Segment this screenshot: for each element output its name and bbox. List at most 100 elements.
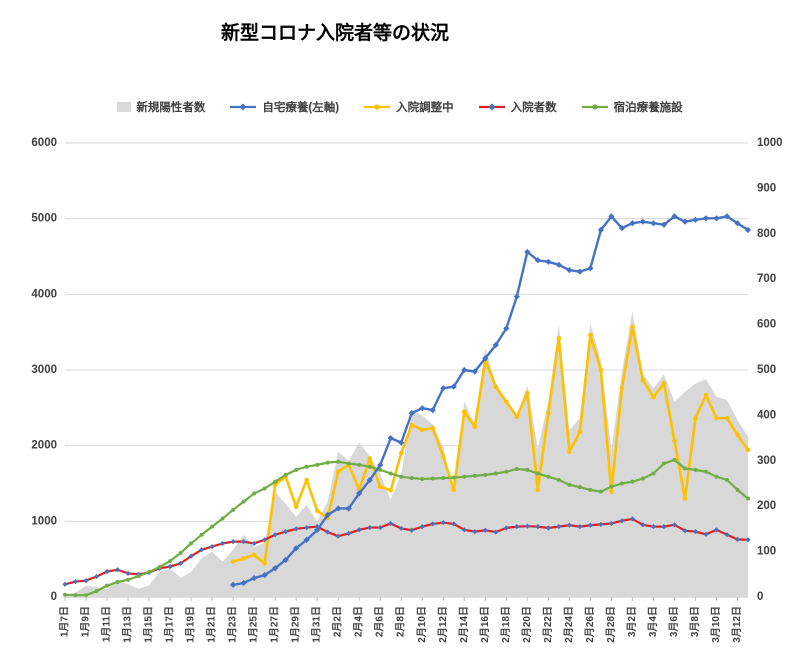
series-marker-hospitalized [493, 529, 499, 535]
series-marker-home-care [282, 556, 289, 564]
series-marker-home-care [419, 405, 426, 412]
series-marker-hospitalized [272, 532, 278, 538]
series-marker-hospitalized [692, 529, 699, 535]
series-marker-lodging-facility [703, 469, 708, 474]
series-marker-hospitalized [283, 529, 289, 535]
legend-label: 入院者数 [510, 102, 557, 114]
series-marker-awaiting-hospitalization [703, 392, 709, 398]
series-marker-hospitalized [461, 527, 467, 533]
series-marker-lodging-facility [546, 474, 551, 479]
series-marker-hospitalized [650, 524, 657, 530]
series-marker-awaiting-hospitalization [367, 456, 373, 461]
series-marker-hospitalized [356, 527, 362, 533]
series-marker-lodging-facility [746, 496, 750, 501]
series-marker-home-care [366, 476, 373, 484]
series-marker-lodging-facility [84, 593, 89, 598]
x-axis-label: 2月12日 [437, 606, 449, 643]
x-axis-label: 1月11日 [101, 606, 113, 642]
series-marker-lodging-facility [504, 469, 509, 474]
x-axis-label: 1月25日 [248, 606, 260, 643]
y-axis-right-label: 100 [757, 546, 776, 558]
x-axis-label: 1月27日 [269, 606, 281, 643]
series-marker-lodging-facility [735, 487, 740, 492]
series-marker-lodging-facility [556, 477, 561, 482]
series-marker-lodging-facility [367, 464, 372, 469]
series-marker-home-care [513, 293, 520, 300]
x-axis-label: 2月16日 [479, 606, 491, 643]
chart-legend: 新規陽性者数 自宅療養(左軸) 入院調整中 入院者数 宿泊療養施設 [0, 99, 800, 115]
series-marker-home-care [398, 439, 405, 446]
series-marker-lodging-facility [199, 532, 204, 537]
x-axis-label: 2月24日 [563, 606, 575, 643]
series-marker-awaiting-hospitalization [682, 496, 688, 501]
series-marker-lodging-facility [136, 574, 141, 579]
series-marker-home-care [408, 410, 415, 417]
series-marker-home-care [587, 265, 594, 272]
series-marker-lodging-facility [210, 524, 215, 529]
series-marker-hospitalized [451, 521, 457, 527]
series-marker-home-care [618, 225, 626, 232]
series-marker-lodging-facility [252, 491, 257, 496]
series-marker-awaiting-hospitalization [251, 552, 257, 558]
legend-item-home-care: 自宅療養(左軸) [229, 99, 339, 115]
series-marker-hospitalized [72, 578, 79, 585]
series-marker-hospitalized [503, 525, 509, 531]
series-marker-lodging-facility [588, 487, 593, 492]
series-marker-lodging-facility [105, 583, 110, 588]
series-marker-home-care [272, 565, 279, 572]
series-marker-lodging-facility [388, 471, 393, 476]
series-marker-home-care [293, 545, 300, 552]
series-marker-awaiting-hospitalization [241, 556, 246, 561]
x-axis-label: 3月6日 [668, 606, 680, 637]
series-marker-awaiting-hospitalization [451, 487, 457, 493]
series-marker-hospitalized [230, 539, 236, 545]
series-marker-home-care [639, 218, 647, 225]
y-axis-right-label: 0 [757, 591, 763, 603]
series-marker-home-care [671, 213, 678, 220]
series-marker-awaiting-hospitalization [293, 504, 299, 509]
series-marker-home-care [524, 248, 531, 256]
series-marker-home-care [429, 407, 436, 414]
x-axis-label: 1月13日 [122, 606, 134, 643]
series-marker-home-care [261, 571, 268, 579]
series-marker-hospitalized [325, 529, 331, 535]
series-marker-lodging-facility [724, 477, 729, 482]
series-marker-lodging-facility [378, 467, 383, 472]
series-marker-lodging-facility [126, 577, 131, 582]
series-marker-lodging-facility [577, 485, 582, 490]
series-marker-lodging-facility [661, 461, 666, 466]
series-marker-hospitalized [304, 524, 310, 531]
series-marker-hospitalized [430, 521, 436, 527]
series-marker-hospitalized [262, 537, 268, 543]
series-marker-home-care [251, 574, 258, 582]
series-marker-hospitalized [619, 518, 625, 524]
series-marker-hospitalized [671, 522, 678, 528]
series-marker-lodging-facility [325, 460, 330, 465]
series-marker-home-care [713, 215, 720, 222]
series-marker-home-care [461, 366, 468, 374]
series-marker-awaiting-hospitalization [630, 324, 635, 330]
series-marker-awaiting-hospitalization [598, 367, 604, 373]
x-axis-label: 2月26日 [584, 606, 596, 643]
series-marker-awaiting-hospitalization [577, 429, 583, 435]
series-marker-lodging-facility [168, 559, 173, 564]
series-marker-hospitalized [661, 524, 667, 530]
series-marker-lodging-facility [672, 457, 677, 462]
series-marker-awaiting-hospitalization [535, 487, 541, 493]
y-axis-left-label: 3000 [31, 364, 57, 376]
series-marker-lodging-facility [472, 473, 477, 478]
x-axis-label: 3月8日 [689, 606, 701, 637]
series-marker-lodging-facility [430, 476, 435, 481]
series-marker-awaiting-hospitalization [619, 385, 625, 391]
series-marker-awaiting-hospitalization [504, 399, 509, 405]
series-marker-awaiting-hospitalization [640, 377, 646, 383]
series-marker-lodging-facility [283, 472, 288, 477]
series-marker-lodging-facility [357, 462, 362, 467]
series-marker-awaiting-hospitalization [314, 508, 320, 514]
series-marker-home-care [629, 220, 636, 227]
series-marker-lodging-facility [493, 471, 498, 476]
series-marker-home-care [681, 218, 689, 225]
series-marker-hospitalized [482, 527, 488, 533]
series-marker-hospitalized [409, 527, 415, 533]
series-marker-lodging-facility [178, 550, 183, 555]
